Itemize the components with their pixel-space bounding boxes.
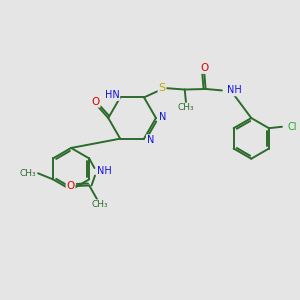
Text: Cl: Cl: [287, 122, 297, 132]
Text: N: N: [159, 112, 166, 122]
Text: HN: HN: [105, 90, 119, 100]
Text: O: O: [200, 63, 208, 73]
Text: O: O: [92, 97, 100, 107]
Text: NH: NH: [227, 85, 242, 95]
Text: NH: NH: [97, 166, 112, 176]
Text: CH₃: CH₃: [91, 200, 108, 209]
Text: CH₃: CH₃: [178, 103, 194, 112]
Text: S: S: [158, 83, 166, 93]
Text: CH₃: CH₃: [20, 169, 37, 178]
Text: N: N: [147, 135, 154, 145]
Text: O: O: [67, 181, 75, 191]
